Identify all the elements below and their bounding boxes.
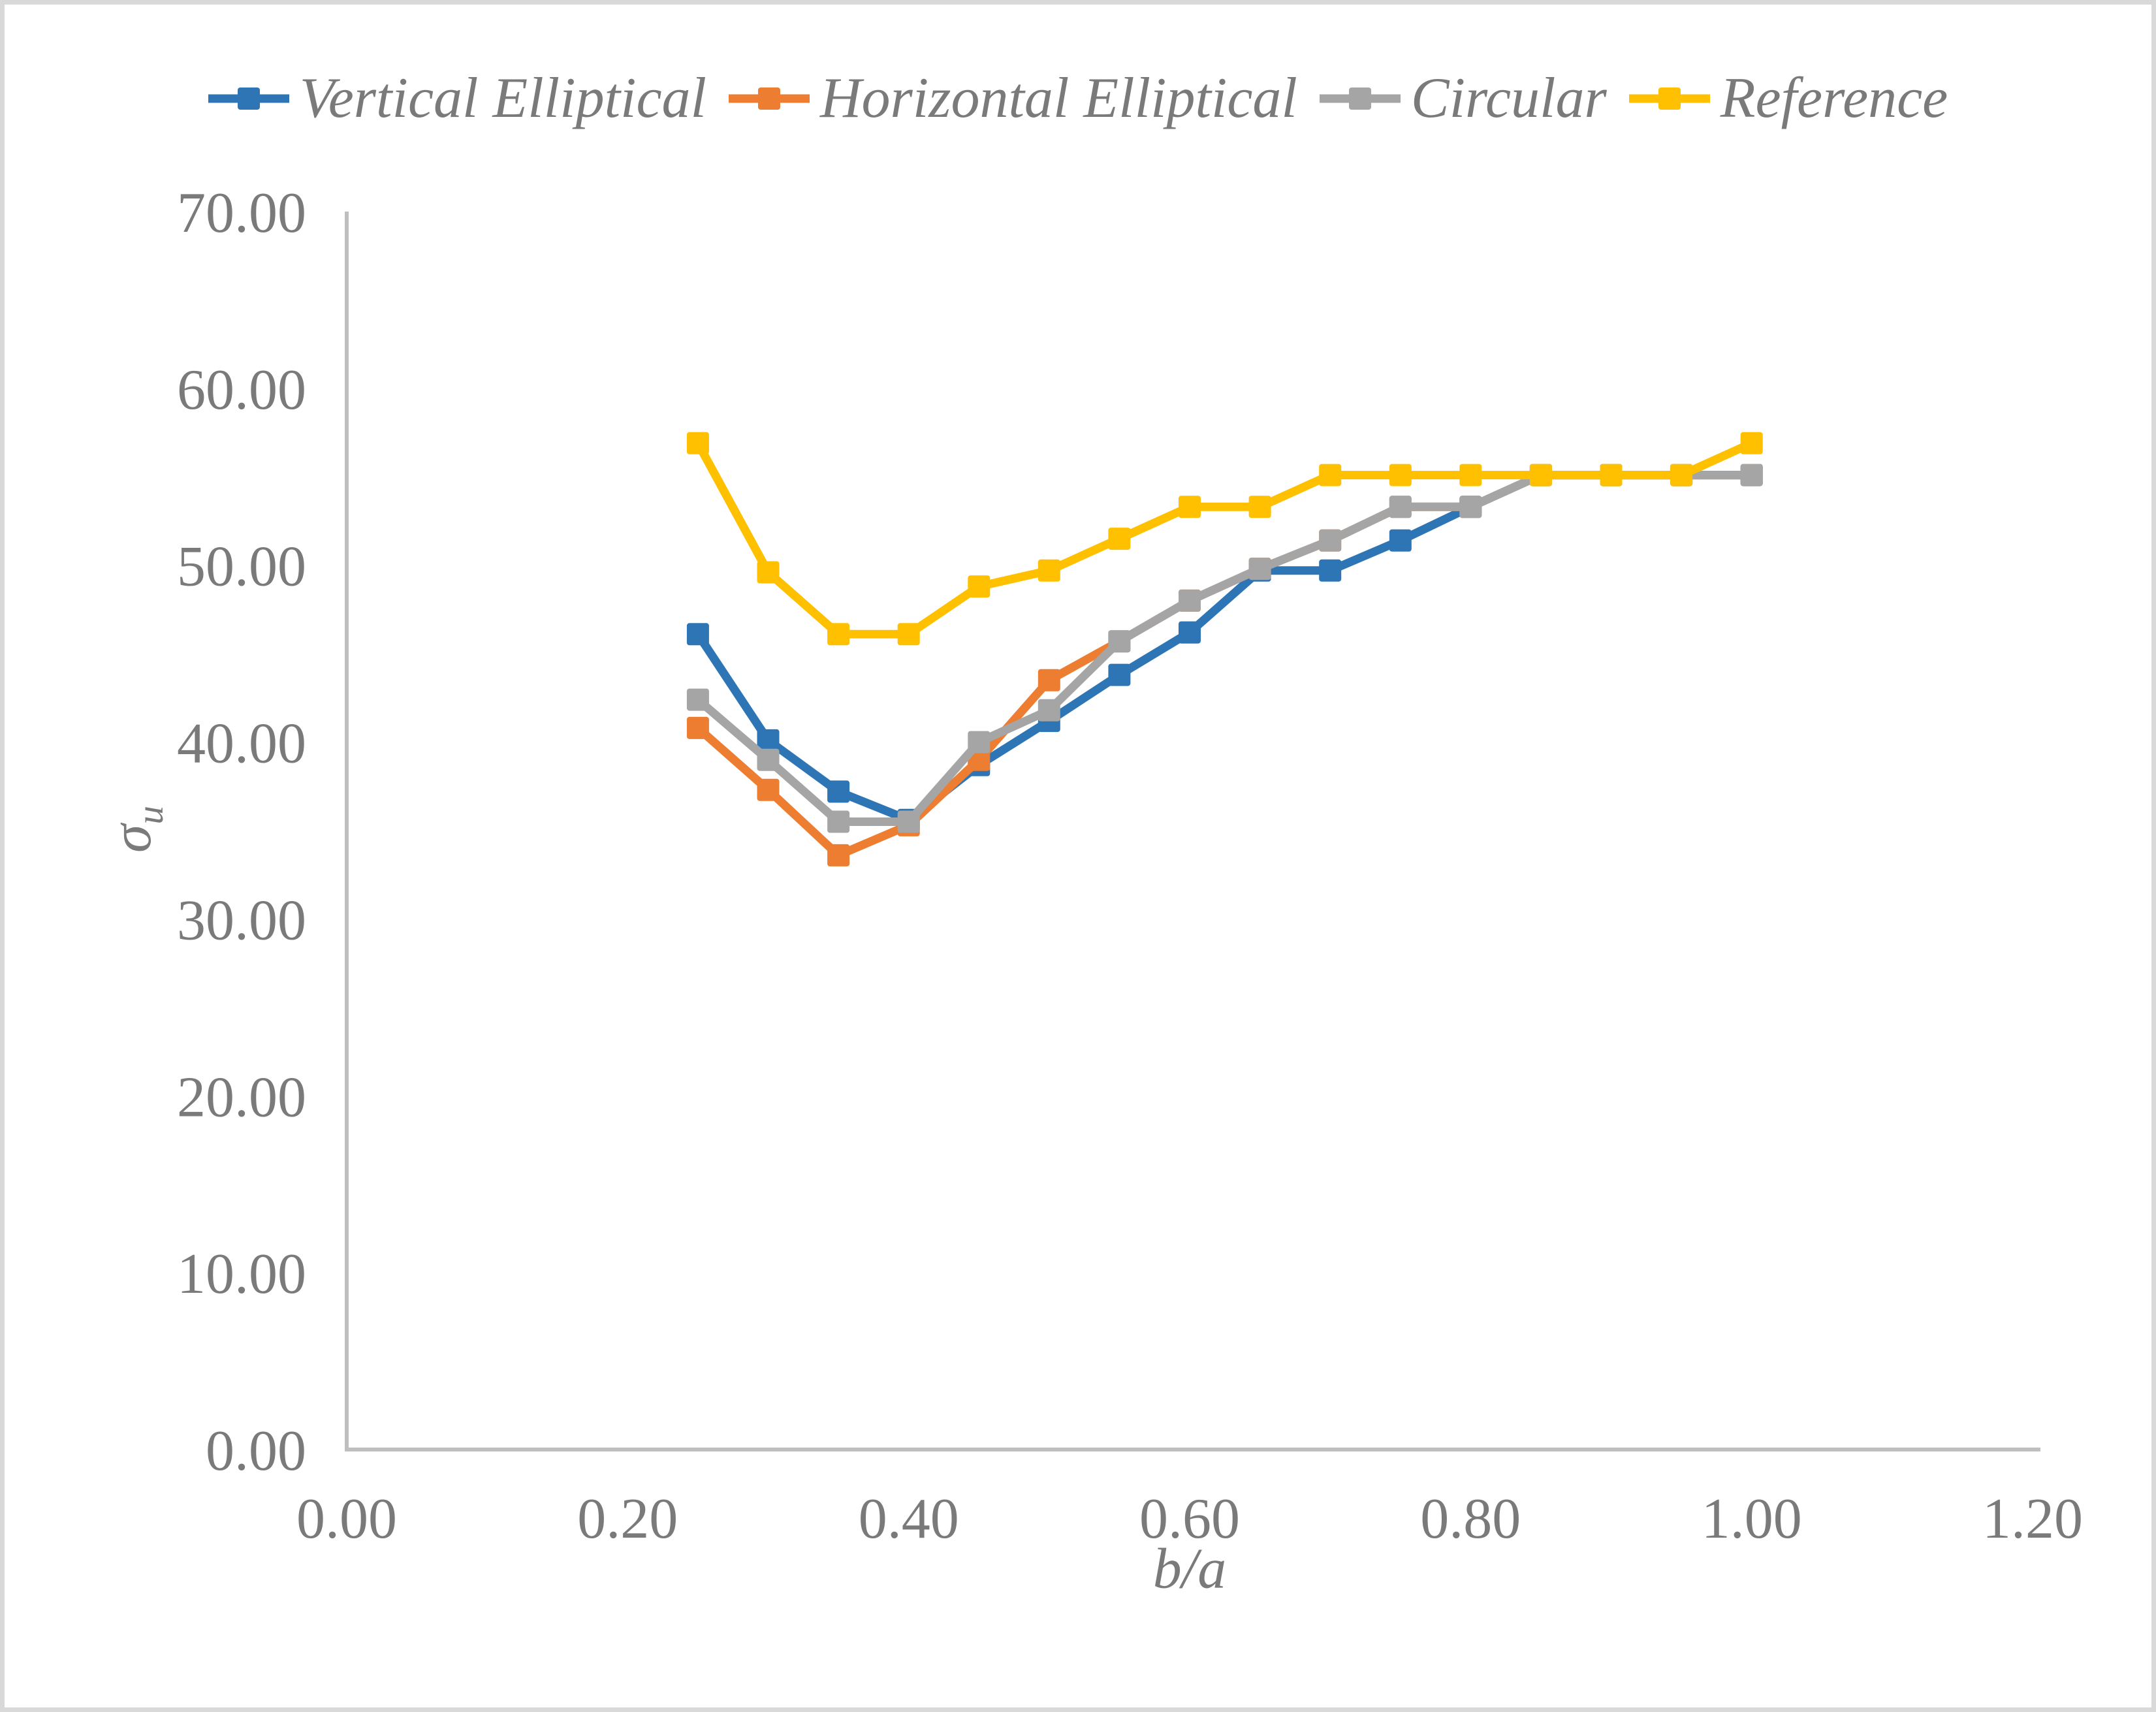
series-marker-circular	[827, 810, 850, 833]
y-tick-label: 70.00	[177, 182, 306, 245]
y-tick-label: 30.00	[177, 889, 306, 952]
series-marker-circular	[686, 688, 709, 711]
series-marker-reference	[1740, 432, 1763, 454]
series-marker-reference	[757, 561, 780, 584]
series-line-reference	[694, 439, 1754, 639]
series-marker-reference	[827, 623, 850, 646]
legend-label-vertical-elliptical: Vertical Elliptical	[299, 67, 706, 130]
y-axis-title: σu	[99, 806, 172, 853]
series-marker-reference	[1670, 464, 1693, 486]
series-marker-horizontal-elliptical	[827, 844, 850, 866]
series-marker-reference	[1389, 464, 1412, 486]
series-marker-vertical-elliptical	[757, 729, 780, 752]
x-tick-label: 1.00	[1702, 1487, 1802, 1551]
series-marker-reference	[1459, 464, 1482, 486]
legend-swatch-reference	[1628, 87, 1710, 110]
series-marker-reference	[897, 623, 920, 646]
x-tick-label: 0.80	[1420, 1487, 1521, 1551]
series-marker-circular	[1740, 464, 1763, 486]
y-tick-label: 50.00	[177, 535, 306, 599]
legend-swatch-circular	[1319, 87, 1401, 110]
series-marker-vertical-elliptical	[827, 780, 850, 803]
x-tick-label: 0.40	[859, 1487, 959, 1551]
series-marker-reference	[1248, 496, 1271, 518]
series-marker-horizontal-elliptical	[686, 716, 709, 739]
series-marker-circular	[1459, 496, 1482, 518]
series-marker-circular	[1179, 589, 1201, 612]
series-marker-reference	[968, 575, 991, 598]
x-tick-label: 1.20	[1982, 1487, 2083, 1551]
series-marker-reference	[1179, 496, 1201, 518]
x-tick-label: 0.00	[296, 1487, 397, 1551]
x-axis-title: b/a	[1152, 1537, 1227, 1601]
series-marker-circular	[1319, 529, 1342, 552]
series-marker-circular	[968, 731, 991, 753]
legend-swatch-vertical-elliptical	[208, 87, 289, 110]
legend-label-circular: Circular	[1410, 67, 1607, 130]
y-tick-label: 10.00	[177, 1243, 306, 1306]
legend-item-horizontal-elliptical: Horizontal Elliptical	[728, 67, 1297, 131]
legend-item-vertical-elliptical: Vertical Elliptical	[208, 67, 706, 131]
legend-label-horizontal-elliptical: Horizontal Elliptical	[819, 67, 1297, 130]
series-line-vertical-elliptical	[694, 471, 1752, 825]
series-marker-circular	[1248, 558, 1271, 580]
y-tick-label: 60.00	[177, 358, 306, 422]
legend-swatch-horizontal-elliptical	[728, 87, 810, 110]
series-marker-vertical-elliptical	[1389, 529, 1412, 552]
y-tick-label: 40.00	[177, 712, 306, 776]
series-marker-circular	[897, 810, 920, 833]
series-marker-horizontal-elliptical	[1038, 669, 1060, 691]
series-marker-vertical-elliptical	[1108, 663, 1131, 686]
y-tick-label: 20.00	[177, 1066, 306, 1129]
series-marker-reference	[1319, 464, 1342, 486]
y-axis-title-subscript: u	[129, 806, 171, 825]
series-marker-vertical-elliptical	[1179, 621, 1201, 644]
series-marker-reference	[686, 432, 709, 454]
y-axis-title-symbol: σ	[100, 824, 164, 853]
y-tick-label: 0.00	[206, 1419, 306, 1483]
series-marker-horizontal-elliptical	[757, 778, 780, 801]
series-marker-circular	[1108, 630, 1131, 653]
legend: Vertical Elliptical Horizontal Elliptical…	[5, 67, 2151, 131]
series-marker-reference	[1600, 464, 1623, 486]
series-marker-reference	[1529, 464, 1552, 486]
legend-item-circular: Circular	[1319, 67, 1607, 131]
series-marker-circular	[1389, 496, 1412, 518]
series-marker-circular	[757, 748, 780, 771]
series-marker-reference	[1108, 528, 1131, 550]
legend-item-reference: Reference	[1628, 67, 1948, 131]
series-line-circular	[695, 471, 1752, 826]
series-marker-circular	[1038, 699, 1060, 721]
series-marker-reference	[1038, 559, 1060, 582]
legend-label-reference: Reference	[1720, 67, 1948, 130]
x-tick-label: 0.20	[577, 1487, 678, 1551]
x-tick-label: 0.60	[1139, 1487, 1240, 1551]
series-marker-vertical-elliptical	[1319, 559, 1342, 582]
plot-area: 0.00 10.00 20.00 30.00 40.00 50.00 60.00 70.00 0…	[177, 182, 2083, 1551]
series-marker-vertical-elliptical	[686, 623, 709, 646]
